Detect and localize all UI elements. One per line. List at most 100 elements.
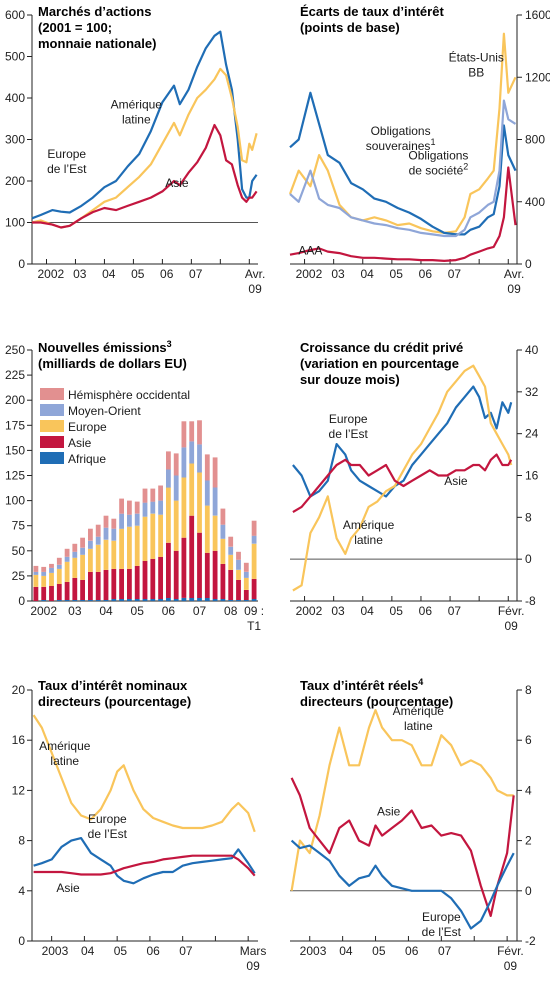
bar-segment (64, 600, 70, 601)
chart-title: Taux d’intérêt réels4 (300, 677, 423, 693)
bar-segment (197, 444, 202, 473)
bar-segment (49, 567, 54, 573)
bar-segment (111, 568, 117, 599)
x-tick-label: 2003 (42, 944, 69, 958)
x-tick-label: Mars (240, 944, 267, 958)
series-line (33, 854, 256, 877)
bar-segment (181, 598, 187, 601)
bar-segment (127, 500, 132, 515)
panel-p2: 0 400 800 1200 1600 2002 03 04 05 06 07 Avr.09 États… (288, 4, 550, 296)
y-tick-label: 500 (5, 50, 25, 64)
chart-title: (variation en pourcentage (300, 356, 459, 371)
x-tick-label: 05 (390, 604, 404, 618)
series-label: BB (468, 66, 484, 80)
bar-segment (166, 542, 171, 598)
series-label: de l’Est (88, 827, 128, 841)
bar-segment (251, 578, 257, 599)
bar-segment (72, 557, 78, 578)
legend-label: Moyen-Orient (68, 404, 141, 418)
x-tick-label: 05 (390, 267, 404, 281)
bar-segment (220, 524, 226, 539)
bar-segment (80, 554, 85, 580)
bar-segment (142, 560, 148, 599)
y-tick-label: 600 (5, 8, 25, 22)
series-label: latine (354, 533, 383, 547)
chart-title: (2001 = 100; (38, 20, 112, 35)
bar-segment (103, 539, 109, 570)
bar-segment (127, 526, 132, 569)
bar-segment (134, 501, 140, 514)
bar-segment (251, 535, 257, 544)
x-tick-label: 2002 (296, 604, 323, 618)
x-tick-label: 06 (419, 267, 433, 281)
x-tick-label: 03 (331, 604, 345, 618)
series-label: Asie (165, 176, 189, 190)
x-tick-label: 03 (73, 267, 87, 281)
bar-segment (111, 528, 117, 541)
series-line (32, 714, 256, 833)
bar-segment (103, 600, 109, 601)
bar-segment (173, 475, 179, 501)
legend-label: Europe (68, 420, 107, 434)
x-tick-label: 05 (114, 944, 128, 958)
bar-segment (197, 532, 202, 598)
bar-segment (95, 544, 101, 572)
chart-title: Nouvelles émissions3 (38, 339, 172, 355)
bar-segment (103, 515, 109, 528)
bar-segment (64, 556, 70, 562)
series-line (290, 708, 514, 891)
bar-segment (243, 577, 249, 590)
bar-segment (243, 590, 249, 600)
bar-segment (72, 543, 78, 552)
y-tick-label: 24 (525, 427, 539, 441)
bar-segment (220, 563, 226, 599)
bar-segment (41, 571, 47, 576)
series-label: Europe (422, 910, 461, 924)
series-line (289, 99, 517, 238)
series-label: latine (404, 719, 433, 733)
series-line (292, 385, 513, 498)
bar-segment (166, 598, 171, 601)
series-label: Obligations (371, 124, 431, 138)
bar-segment (80, 600, 85, 601)
bar-segment (127, 599, 132, 601)
y-tick-label: 400 (5, 91, 25, 105)
bar-segment (197, 420, 202, 445)
y-tick-label: 0 (525, 257, 532, 271)
legend-swatch (40, 404, 64, 416)
bar-segment (173, 599, 179, 601)
bar-segment (212, 515, 218, 551)
bar-segment (212, 457, 218, 488)
bar-segment (49, 572, 54, 586)
series-label: latine (50, 754, 79, 768)
legend-label: Hémisphère occidental (68, 388, 190, 402)
bar-segment (173, 453, 179, 476)
y-tick-label: 0 (525, 552, 532, 566)
bar-segment (220, 508, 226, 525)
x-tick-label: 09 (507, 282, 521, 296)
series-label: Europe (88, 812, 127, 826)
bar-segment (166, 451, 171, 470)
x-tick-label: 06 (160, 267, 174, 281)
y-tick-label: 200 (5, 174, 25, 188)
y-tick-label: 100 (5, 494, 25, 508)
bar-segment (119, 568, 124, 599)
series-line (33, 836, 256, 885)
bar-segment (181, 447, 187, 478)
series-label: Asie (444, 474, 468, 488)
y-tick-label: 8 (18, 834, 25, 848)
bar-segment (95, 600, 101, 601)
panel-p3: 0 25 50 75 100 125 150 175 200 225 250 2002 03 04 05 06… (5, 339, 264, 633)
series-line (289, 166, 517, 262)
series-label: Amérique (111, 97, 163, 111)
bar-segment (158, 485, 163, 501)
y-tick-label: 16 (12, 733, 26, 747)
y-tick-label: 2 (525, 834, 532, 848)
y-tick-label: 400 (525, 195, 545, 209)
y-tick-label: 0 (18, 257, 25, 271)
y-tick-label: 40 (525, 343, 539, 357)
series-line (288, 32, 517, 234)
x-tick-label: 04 (102, 267, 116, 281)
y-tick-label: 0 (525, 884, 532, 898)
